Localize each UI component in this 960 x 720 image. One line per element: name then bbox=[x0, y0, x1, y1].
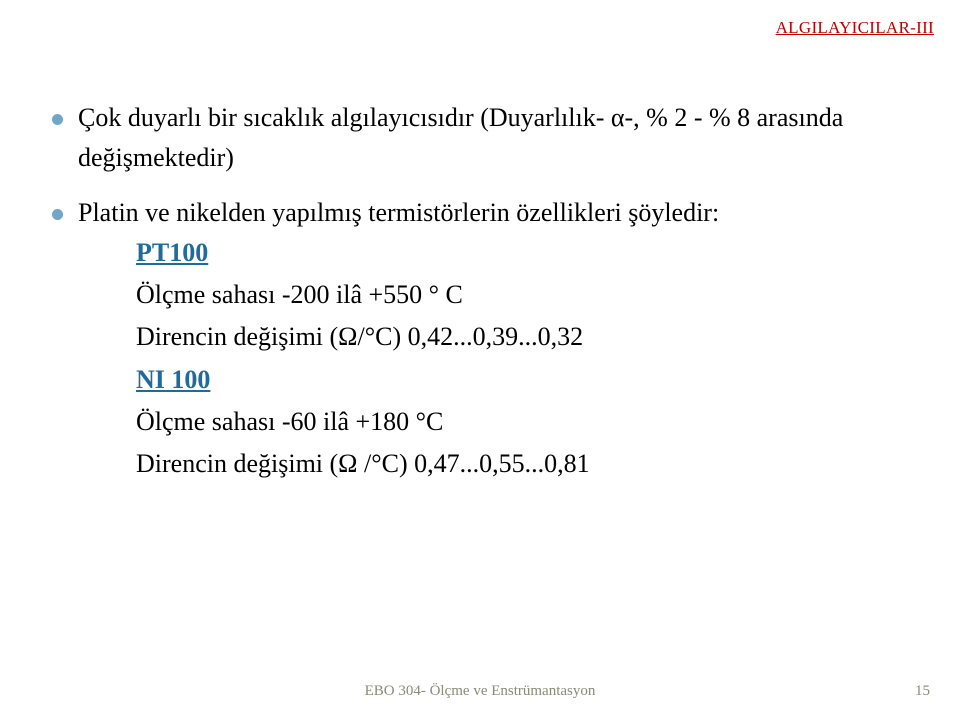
footer-text: EBO 304- Ölçme ve Enstrümantasyon bbox=[0, 683, 960, 700]
bullet-text: Platin ve nikelden yapılmış termistörler… bbox=[78, 198, 719, 227]
slide-content: Çok duyarlı bir sıcaklık algılayıcısıdır… bbox=[52, 98, 900, 499]
group-heading-pt100: PT100 bbox=[136, 238, 208, 267]
bullet-item: Platin ve nikelden yapılmış termistörler… bbox=[52, 193, 900, 485]
header-label: ALGILAYICILAR-III bbox=[776, 18, 934, 38]
page-number: 15 bbox=[915, 683, 930, 700]
bullet-text: Çok duyarlı bir sıcaklık algılayıcısıdır… bbox=[78, 103, 843, 172]
group-line: Ölçme sahası -200 ilâ +550 ° C bbox=[136, 275, 900, 315]
group-line: Ölçme sahası -60 ilâ +180 °C bbox=[136, 402, 900, 442]
group-line: Direncin değişimi (Ω/°C) 0,42...0,39...0… bbox=[136, 317, 900, 357]
group-line: Direncin değişimi (Ω /°C) 0,47...0,55...… bbox=[136, 444, 900, 484]
indent-block: PT100 Ölçme sahası -200 ilâ +550 ° C Dir… bbox=[78, 233, 900, 485]
bullet-item: Çok duyarlı bir sıcaklık algılayıcısıdır… bbox=[52, 98, 900, 179]
group-heading-ni100: NI 100 bbox=[136, 365, 210, 394]
